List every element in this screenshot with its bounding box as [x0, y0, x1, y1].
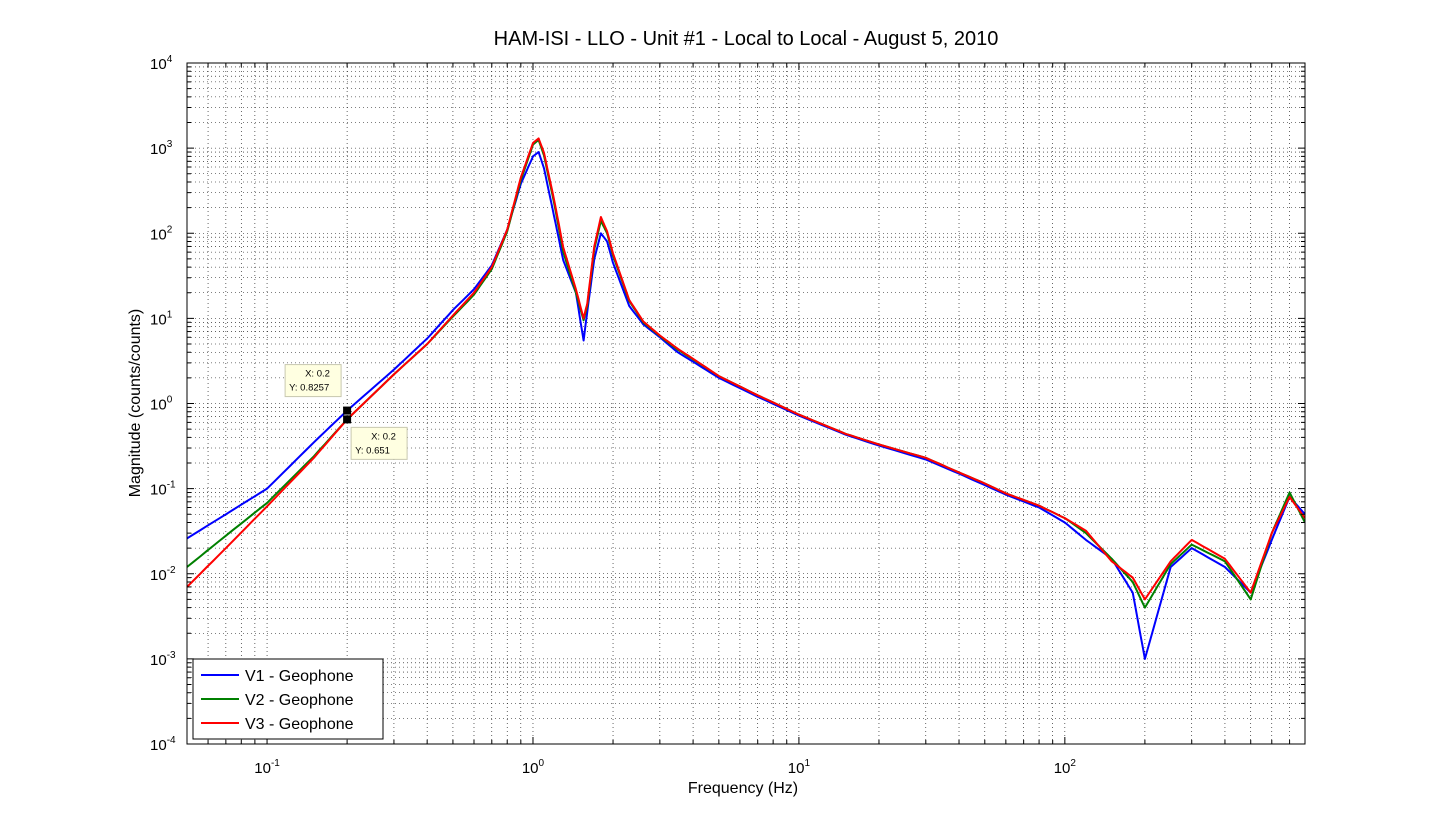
x-tick-label: 100 — [522, 758, 545, 777]
x-tick-label: 10-1 — [254, 758, 280, 777]
y-tick-label: 103 — [150, 139, 173, 158]
plot-area — [187, 63, 1305, 744]
data-tip-box — [350, 426, 408, 460]
data-tip-box — [284, 364, 342, 398]
y-tick-label: 102 — [150, 224, 173, 243]
x-axis-label: Frequency (Hz) — [688, 780, 798, 797]
y-axis-label: Magnitude (counts/counts) — [127, 309, 144, 498]
data-tips: X: 0.2 Y: 0.8257 X: 0.2 Y: 0.651 — [284, 364, 408, 460]
legend-label: V2 - Geophone — [245, 692, 354, 709]
x-tick-label: 101 — [788, 758, 811, 777]
y-tick-label: 10-3 — [150, 650, 176, 669]
series-layer — [187, 137, 1305, 660]
y-tick-label: 104 — [150, 54, 173, 73]
data-tip-text: Y: 0.651 — [355, 445, 390, 456]
data-tip-marker[interactable] — [343, 406, 352, 415]
data-tip-text: Y: 0.8257 — [289, 383, 329, 394]
ticks: 10-1 100 101 102 10-4 10-3 10-2 10-1 100 101 102 10… — [150, 54, 1306, 777]
data-tip-marker[interactable] — [343, 415, 352, 424]
y-tick-label: 10-2 — [150, 565, 176, 584]
legend-label: V1 - Geophone — [245, 668, 354, 685]
y-tick-label: 101 — [150, 309, 173, 328]
series-line — [187, 151, 1305, 660]
y-tick-label: 10-1 — [150, 480, 176, 499]
series-line — [187, 137, 1305, 601]
x-tick-label: 102 — [1054, 758, 1077, 777]
data-tip-text: X: 0.2 — [305, 369, 330, 380]
legend-label: V3 - Geophone — [245, 716, 354, 733]
y-tick-label: 100 — [150, 395, 173, 414]
legend: V1 - Geophone V2 - Geophone V3 - Geophone — [192, 658, 384, 740]
y-tick-label: 10-4 — [150, 735, 176, 754]
chart-title: HAM-ISI - LLO - Unit #1 - Local to Local… — [494, 28, 999, 50]
data-tip-text: X: 0.2 — [371, 431, 396, 442]
